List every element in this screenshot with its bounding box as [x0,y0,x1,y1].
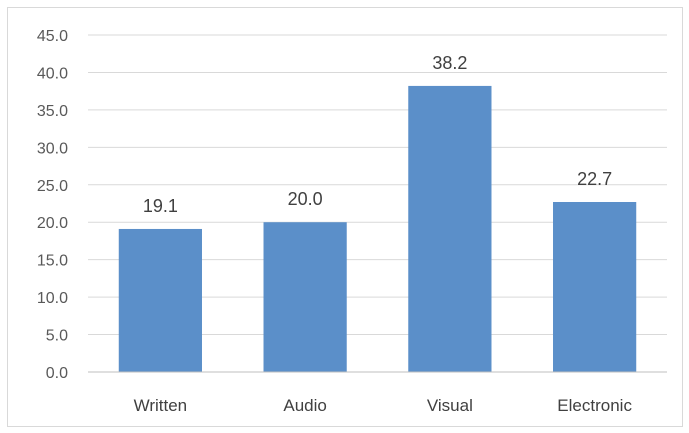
x-axis-category-labels: Written Audio Visual Electronic [134,396,633,415]
y-tick-label: 35.0 [37,103,68,120]
bar-written [118,228,202,372]
x-category-label-visual: Visual [427,396,473,415]
bar-audio [263,222,347,372]
data-label-electronic: 22.7 [577,169,612,189]
y-tick-label: 25.0 [37,178,68,195]
data-labels: 19.1 20.0 38.2 22.7 [143,53,612,216]
data-label-written: 19.1 [143,196,178,216]
y-tick-label: 5.0 [46,328,68,345]
x-category-label-written: Written [134,396,188,415]
bar-visual [408,85,492,373]
y-tick-label: 10.0 [37,290,68,307]
y-tick-label: 45.0 [37,28,68,45]
x-category-label-electronic: Electronic [557,396,632,415]
bar-electronic [553,202,637,372]
data-label-visual: 38.2 [432,53,467,73]
y-axis-tick-labels: 0.0 5.0 10.0 15.0 20.0 25.0 30.0 35.0 40.0 45.0 [37,28,68,382]
y-tick-label: 15.0 [37,253,68,270]
y-tick-label: 30.0 [37,140,68,157]
x-category-label-audio: Audio [283,396,326,415]
y-tick-label: 20.0 [37,215,68,232]
y-tick-label: 40.0 [37,65,68,82]
y-tick-label: 0.0 [46,365,68,382]
bars [118,85,637,373]
data-label-audio: 20.0 [288,189,323,209]
